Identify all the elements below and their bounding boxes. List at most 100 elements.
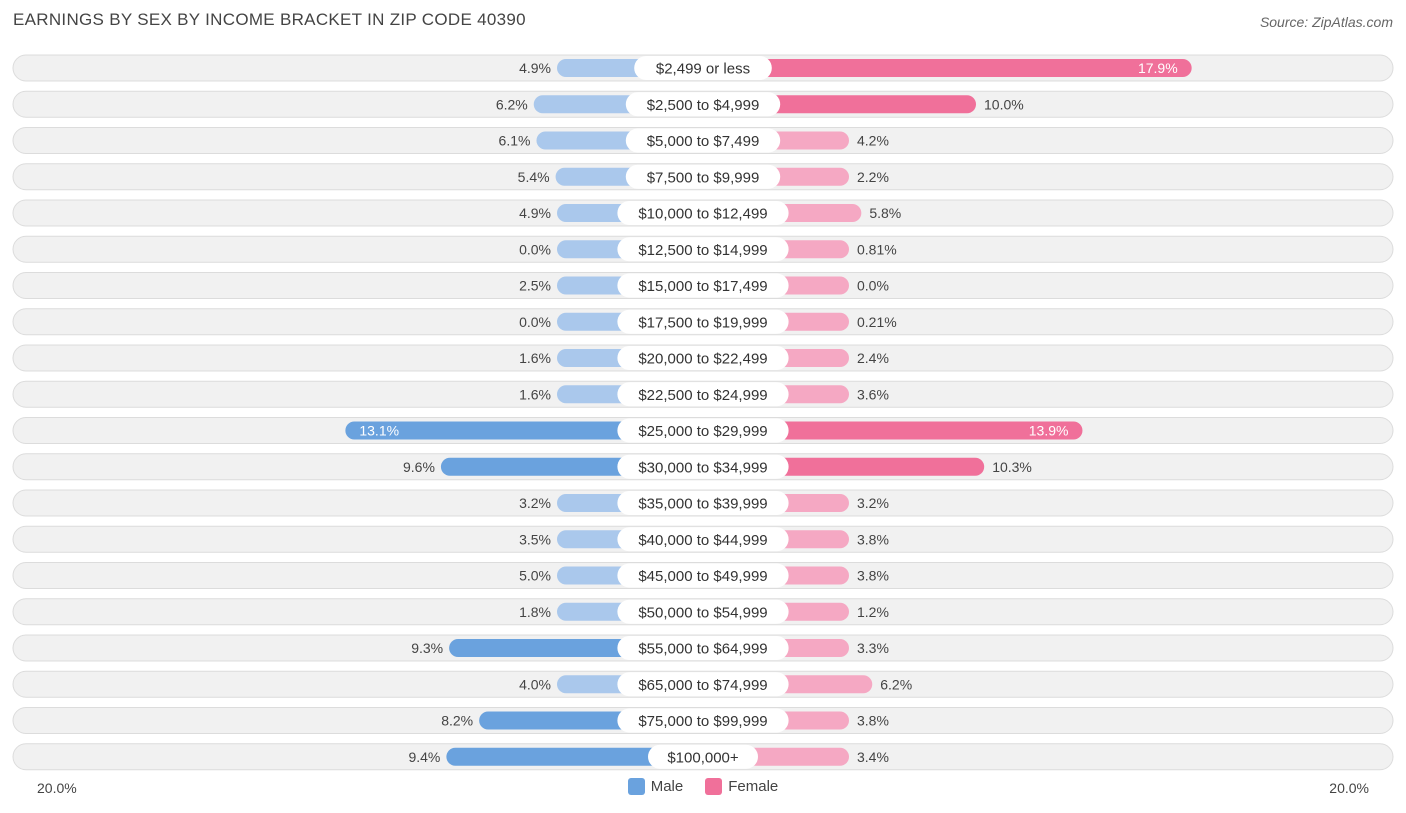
- legend-item-female[interactable]: Female: [705, 778, 778, 795]
- category-label-bg: [617, 346, 789, 370]
- value-label-female: 10.0%: [984, 96, 1024, 112]
- value-label-female: 3.8%: [857, 531, 889, 547]
- value-label-female: 6.2%: [880, 676, 912, 692]
- chart-row: $10,000 to $12,499 4.9% 5.8%: [12, 199, 1394, 227]
- value-label-female: 17.9%: [1138, 60, 1178, 76]
- category-label: $7,500 to $9,999: [647, 169, 760, 186]
- bar-male: [345, 421, 703, 440]
- chart-row: $55,000 to $64,999 9.3% 3.3%: [12, 634, 1394, 662]
- value-label-male: 0.0%: [519, 241, 551, 257]
- category-label: $17,500 to $19,999: [638, 314, 767, 331]
- value-label-male: 9.6%: [403, 459, 435, 475]
- value-label-male: 4.9%: [519, 205, 551, 221]
- category-label: $30,000 to $34,999: [638, 459, 767, 476]
- value-label-female: 0.81%: [857, 241, 897, 257]
- value-label-female: 10.3%: [992, 459, 1032, 475]
- chart-row: $15,000 to $17,499 2.5% 0.0%: [12, 272, 1394, 299]
- value-label-male: 2.5%: [519, 278, 551, 294]
- category-label: $100,000+: [667, 749, 739, 766]
- category-label: $40,000 to $44,999: [638, 532, 767, 549]
- category-label-bg: [625, 128, 781, 153]
- chart-row: $30,000 to $34,999 9.6% 10.3%: [12, 453, 1394, 481]
- category-label-bg: [648, 744, 758, 769]
- value-label-male: 1.8%: [519, 604, 551, 620]
- category-label-bg: [617, 599, 789, 624]
- value-label-male: 5.0%: [519, 568, 551, 584]
- category-label: $75,000 to $99,999: [638, 713, 767, 730]
- legend-item-male[interactable]: Male: [627, 778, 684, 795]
- chart-row: $20,000 to $22,499 1.6% 2.4%: [12, 344, 1394, 372]
- chart-row: $7,500 to $9,999 5.4% 2.2%: [12, 163, 1394, 191]
- chart-row: $5,000 to $7,499 6.1% 4.2%: [12, 127, 1394, 154]
- legend-label-male: Male: [650, 778, 684, 795]
- value-label-male: 1.6%: [519, 386, 551, 402]
- value-label-female: 2.4%: [857, 350, 889, 366]
- chart-source: Source: ZipAtlas.com: [1259, 14, 1393, 30]
- chart-row: $17,500 to $19,999 0.0% 0.21%: [12, 308, 1394, 336]
- category-label: $45,000 to $49,999: [638, 568, 767, 585]
- chart-row: $45,000 to $49,999 5.0% 3.8%: [12, 562, 1394, 589]
- chart-row: $75,000 to $99,999 8.2% 3.8%: [12, 707, 1394, 734]
- category-label-bg: [625, 92, 781, 117]
- category-label: $10,000 to $12,499: [638, 206, 767, 223]
- value-label-female: 0.0%: [857, 278, 889, 294]
- chart-row: $12,500 to $14,999 0.0% 0.81%: [12, 235, 1394, 263]
- category-label-bg: [617, 418, 789, 443]
- chart-row: $65,000 to $74,999 4.0% 6.2%: [12, 670, 1394, 698]
- value-label-male: 8.2%: [441, 713, 473, 729]
- value-label-male: 3.5%: [519, 531, 551, 547]
- category-label: $15,000 to $17,499: [638, 278, 767, 295]
- chart-row: $40,000 to $44,999 3.5% 3.8%: [12, 525, 1394, 553]
- chart-row: $100,000+ 9.4% 3.4%: [12, 743, 1394, 771]
- category-label-bg: [617, 237, 789, 262]
- category-label-bg: [617, 382, 789, 407]
- category-label-bg: [617, 672, 789, 697]
- value-label-male: 6.2%: [496, 96, 528, 112]
- value-label-male: 9.4%: [408, 749, 440, 765]
- chart-title: EARNINGS BY SEX BY INCOME BRACKET IN ZIP…: [13, 10, 526, 29]
- category-label-bg: [617, 201, 789, 225]
- value-label-male: 0.0%: [519, 314, 551, 330]
- category-label: $22,500 to $24,999: [638, 387, 767, 404]
- category-label-bg: [617, 454, 789, 479]
- bar-male: [446, 747, 703, 766]
- axis-left-label: 20.0%: [37, 780, 77, 796]
- value-label-female: 5.8%: [869, 205, 901, 221]
- category-label: $25,000 to $29,999: [638, 423, 767, 440]
- chart-row: $35,000 to $39,999 3.2% 3.2%: [12, 489, 1394, 517]
- bar-female: [703, 59, 1192, 77]
- chart-row: $2,500 to $4,999 6.2% 10.0%: [12, 90, 1394, 118]
- category-label: $2,500 to $4,999: [647, 97, 760, 114]
- value-label-male: 9.3%: [411, 640, 443, 656]
- category-label: $35,000 to $39,999: [638, 496, 767, 513]
- value-label-male: 6.1%: [499, 133, 531, 149]
- bar-female: [703, 421, 1083, 440]
- chart-row: $2,499 or less 4.9% 17.9%: [12, 54, 1394, 82]
- category-label-bg: [617, 273, 789, 298]
- category-label: $12,500 to $14,999: [638, 242, 767, 259]
- category-label: $50,000 to $54,999: [638, 604, 767, 621]
- value-label-male: 4.0%: [519, 676, 551, 692]
- legend-swatch-male: [627, 778, 645, 795]
- value-label-male: 4.9%: [519, 60, 551, 76]
- category-label: $55,000 to $64,999: [638, 641, 767, 658]
- category-label: $20,000 to $22,499: [638, 351, 767, 368]
- category-label-bg: [617, 636, 789, 660]
- value-label-female: 0.21%: [857, 314, 897, 330]
- value-label-female: 3.8%: [857, 713, 889, 729]
- chart-row: $50,000 to $54,999 1.8% 1.2%: [12, 598, 1394, 626]
- legend: Male Female: [0, 778, 1406, 795]
- value-label-female: 3.3%: [857, 640, 889, 656]
- value-label-female: 3.4%: [857, 749, 889, 765]
- axis-right-label: 20.0%: [1329, 780, 1369, 796]
- value-label-female: 2.2%: [857, 169, 889, 185]
- legend-swatch-female: [705, 778, 723, 795]
- category-label: $2,499 or less: [656, 61, 750, 78]
- category-label-bg: [617, 563, 789, 588]
- value-label-male: 13.1%: [359, 423, 399, 439]
- chart-row: $25,000 to $29,999 13.1% 13.9%: [12, 417, 1394, 444]
- value-label-male: 5.4%: [518, 169, 550, 185]
- value-label-female: 3.6%: [857, 386, 889, 402]
- value-label-male: 1.6%: [519, 350, 551, 366]
- category-label-bg: [617, 309, 789, 334]
